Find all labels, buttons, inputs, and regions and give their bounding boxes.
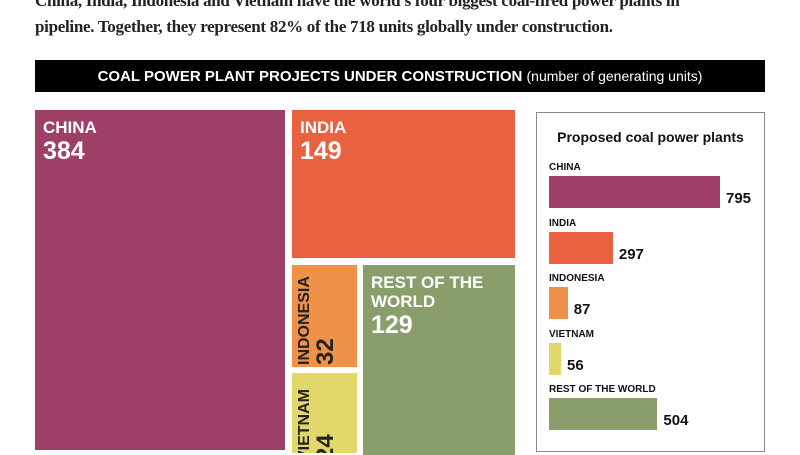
tile-label: CHINA xyxy=(43,118,97,137)
bar xyxy=(549,287,568,319)
bar xyxy=(549,398,658,430)
tile-value: 24 xyxy=(312,434,339,453)
treemap-title-text: COAL POWER PLANT PROJECTS UNDER CONSTRUC… xyxy=(97,68,523,85)
tile-value: 129 xyxy=(371,311,413,339)
bar-value-label: 87 xyxy=(573,301,591,318)
tile-value: 149 xyxy=(300,137,342,165)
proposed-plants-panel: Proposed coal power plants CHINA 795 INDIA… xyxy=(536,112,765,452)
tile-india: INDIA 149 xyxy=(292,110,515,258)
bar xyxy=(549,342,562,375)
bar-value-label: 795 xyxy=(726,190,752,207)
intro-line-1: China, India, Indonesia and Vietnam have… xyxy=(35,0,680,10)
treemap-title: COAL POWER PLANT PROJECTS UNDER CONSTRUC… xyxy=(35,60,765,92)
tile-value: 384 xyxy=(43,137,85,165)
bar-category-label: INDONESIA xyxy=(549,273,605,284)
bar-category-label: REST OF THE WORLD xyxy=(549,384,656,395)
treemap-subtitle: (number of generating units) xyxy=(526,68,703,84)
tile-label: REST OF THE WORLD xyxy=(371,273,484,311)
tile-china: CHINA 384 xyxy=(35,110,285,450)
tile-indonesia: INDONESIA 32 xyxy=(292,265,357,367)
tile-label: VIETNAM xyxy=(296,389,313,453)
bar-category-label: VIETNAM xyxy=(549,328,594,340)
bar-value-label: 297 xyxy=(618,245,644,263)
intro-line-2: pipeline. Together, they represent 82% o… xyxy=(35,17,613,36)
tile-rest-of-world: REST OF THE WORLD 129 xyxy=(363,265,515,455)
bar-category-label: CHINA xyxy=(549,162,581,173)
bar xyxy=(549,231,613,264)
bar-value-label: 504 xyxy=(663,412,689,429)
tile-label: INDIA xyxy=(300,118,347,137)
bar xyxy=(549,176,720,208)
intro-text: China, India, Indonesia and Vietnam have… xyxy=(35,0,775,40)
bar-category-label: INDIA xyxy=(549,217,577,229)
tile-value: 32 xyxy=(312,338,339,365)
bar-chart-title: Proposed coal power plants xyxy=(557,129,744,145)
tile-vietnam: VIETNAM 24 xyxy=(292,373,357,453)
bar-value-label: 56 xyxy=(567,356,584,374)
